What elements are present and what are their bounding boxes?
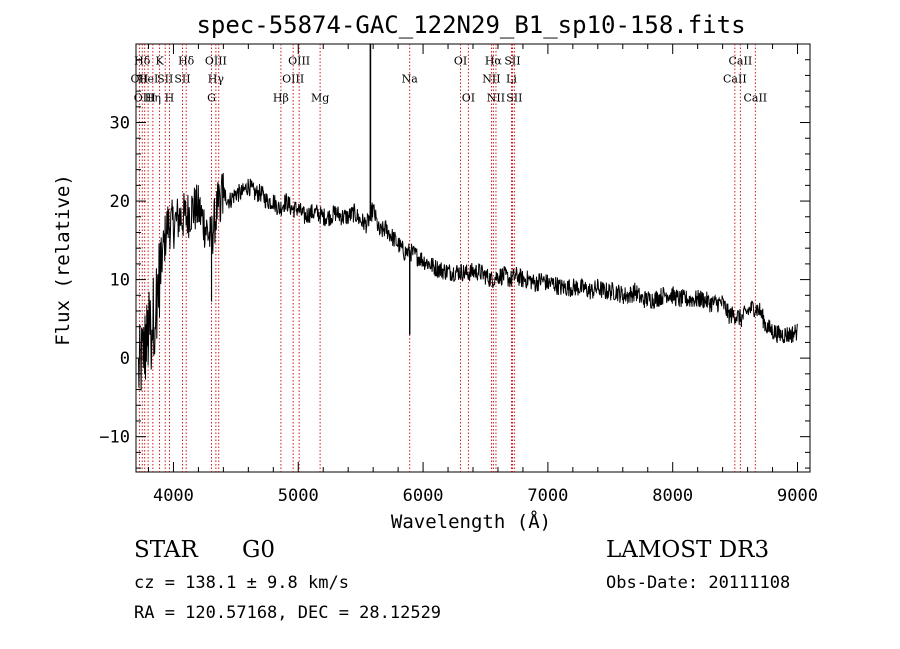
feature-label: Na: [402, 72, 419, 85]
feature-label: OIII: [134, 91, 156, 104]
spectrum-line: [138, 172, 798, 391]
feature-label: Hγ: [208, 72, 225, 85]
chart-title: spec-55874-GAC_122N29_B1_sp10-158.fits: [196, 11, 745, 39]
object-subclass: G0: [242, 537, 276, 563]
series-layer: [138, 44, 798, 391]
feature-label: SII: [506, 91, 522, 104]
feature-label: HeI: [138, 72, 158, 85]
feature-label: OIII: [288, 54, 310, 67]
y-tick-label: 10: [110, 271, 130, 291]
feature-label: Li: [506, 72, 517, 85]
x-tick-label: 7000: [527, 486, 568, 506]
y-tick-label: 0: [120, 349, 130, 369]
x-tick-label: 9000: [777, 486, 818, 506]
feature-label: H: [165, 91, 175, 104]
feature-label: Mg: [311, 91, 329, 104]
x-tick-label: 5000: [278, 486, 319, 506]
feature-label: SII: [157, 72, 173, 85]
x-tick-label: 4000: [153, 486, 194, 506]
feature-label: Hβ: [273, 91, 289, 104]
y-tick-label: 30: [110, 114, 130, 134]
x-axis-label: Wavelength (Å): [391, 510, 551, 533]
feature-label: OII: [131, 72, 149, 85]
feature-label: NII: [482, 72, 500, 85]
feature-label: CaII: [743, 91, 767, 104]
x-tick-label: 6000: [403, 486, 444, 506]
feature-label: OIII: [282, 72, 304, 85]
feature-label: Hδ: [134, 54, 151, 67]
feature-label: OI: [454, 54, 467, 67]
object-class: STAR: [134, 537, 198, 563]
feature-label: NII: [487, 91, 505, 104]
feature-label: SII: [174, 72, 190, 85]
feature-labels: HδOIIOIIIHeIHηKSIIHHδSIIOIIIHγGOIIIOIIIH…: [131, 54, 768, 104]
feature-label: CaII: [729, 54, 753, 67]
x-tick-label: 8000: [652, 486, 693, 506]
feature-label: Hη: [145, 91, 161, 104]
feature-label: OI: [462, 91, 475, 104]
feature-label: Hα: [485, 54, 503, 67]
coordinates-text: RA = 120.57168, DEC = 28.12529: [134, 603, 442, 623]
feature-label: CaII: [723, 72, 747, 85]
feature-label: K: [155, 54, 164, 67]
line-markers: [138, 44, 756, 472]
feature-label: Hδ: [178, 54, 195, 67]
y-tick-label: −10: [99, 428, 130, 448]
survey-label: LAMOST DR3: [606, 537, 770, 563]
feature-label: G: [207, 91, 216, 104]
feature-label: OIII: [205, 54, 227, 67]
plot-frame: [135, 43, 811, 473]
obs-date-text: Obs-Date: 20111108: [606, 573, 791, 593]
y-axis-label: Flux (relative): [52, 174, 74, 346]
redshift-text: cz = 138.1 ± 9.8 km/s: [134, 573, 349, 593]
feature-label: SII: [504, 54, 520, 67]
axis-ticks: 4000 5000 6000 7000 8000 9000 −10 0 10 20 30: [99, 44, 818, 506]
y-tick-label: 20: [110, 192, 130, 212]
